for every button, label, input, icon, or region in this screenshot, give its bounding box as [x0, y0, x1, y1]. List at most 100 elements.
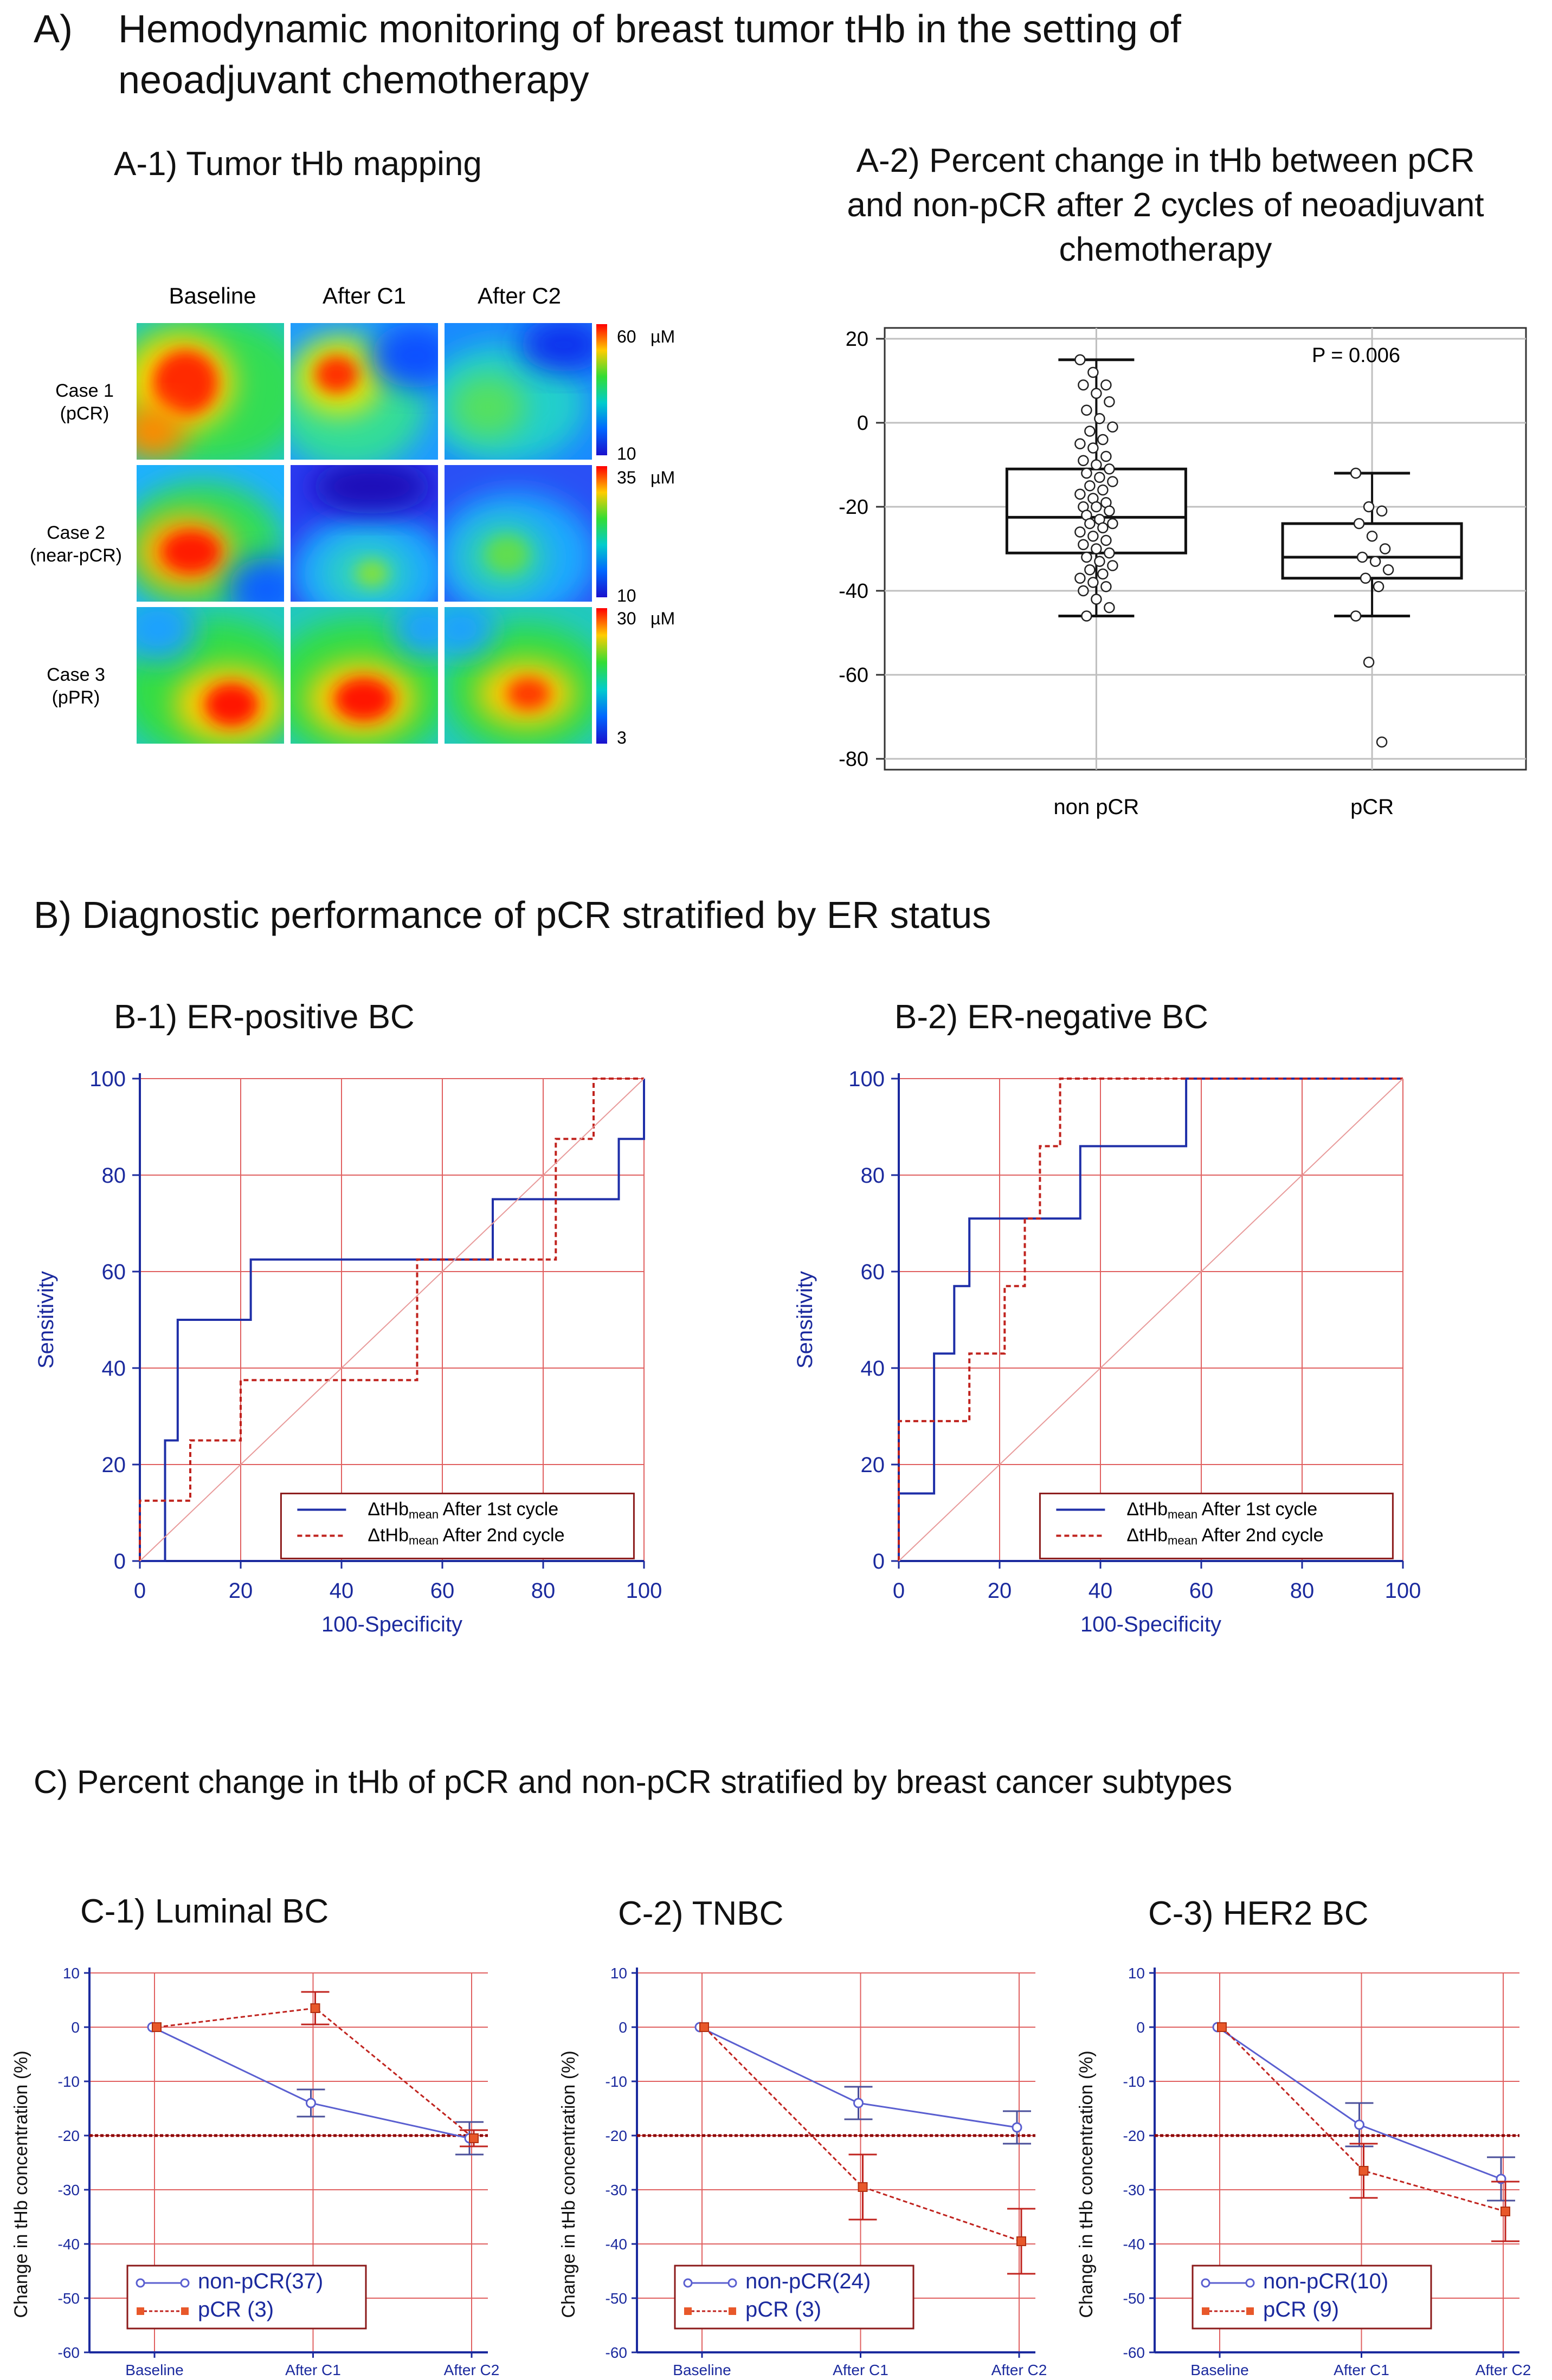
c-marker-nonpcr [1012, 2122, 1022, 2133]
a2-data-point [1107, 518, 1118, 530]
a2-data-point [1091, 594, 1102, 605]
tumor-thb-map: Baseline After C1 After C2 Case 1 (pCR) … [30, 283, 675, 747]
c-y-tick-label: -10 [1123, 2073, 1145, 2090]
b2-title: B-2) ER-negative BC [894, 998, 1208, 1036]
roc-y-tick-label: 0 [873, 1550, 885, 1573]
map-col-baseline: Baseline [169, 283, 256, 308]
scale1-max: 60 [617, 327, 636, 346]
a2-data-point [1078, 585, 1089, 597]
c-legend-label: pCR (3) [745, 2298, 821, 2321]
map-col-after-c1: After C1 [323, 283, 406, 308]
a2-data-point [1104, 463, 1115, 475]
roc-legend-label: ΔtHbmean After 2nd cycle [368, 1525, 564, 1547]
panel-c-title: C) Percent change in tHb of pCR and non-… [34, 1764, 1233, 1800]
a2-data-point [1074, 572, 1086, 584]
c-y-tick-label: -10 [58, 2073, 80, 2090]
a2-data-point [1100, 379, 1112, 391]
a1-title: A-1) Tumor tHb mapping [114, 145, 482, 183]
c-marker-pcr [858, 2182, 868, 2192]
c-legend-marker [136, 2278, 145, 2288]
a2-data-point [1373, 581, 1384, 592]
c-y-tick-label: -30 [1123, 2182, 1145, 2198]
c-y-axis-label: Change in tHb concentration (%) [11, 2050, 31, 2318]
a2-data-point [1097, 484, 1109, 496]
c-y-tick-label: -50 [606, 2290, 627, 2307]
a2-data-point [1078, 455, 1089, 466]
c-y-tick-label: -30 [58, 2182, 80, 2198]
map-tile-case2-after-c1 [291, 465, 438, 602]
c-legend-marker [684, 2307, 692, 2315]
map-tile-case2-baseline [137, 465, 284, 602]
roc-x-tick-label: 60 [430, 1579, 455, 1603]
roc-y-tick-label: 60 [861, 1260, 885, 1284]
c-x-tick-label: Baseline [673, 2362, 731, 2378]
roc-y-tick-label: 60 [102, 1260, 126, 1284]
c-y-tick-label: -60 [606, 2344, 627, 2361]
c-legend-label: non-pCR(24) [745, 2269, 871, 2293]
a2-data-point [1100, 534, 1112, 546]
a2-y-tick-label: -20 [839, 496, 868, 519]
a2-p-value: P = 0.006 [1312, 344, 1400, 367]
a2-data-point [1107, 421, 1118, 433]
a2-title-line1: A-2) Percent change in tHb between pCR [856, 142, 1475, 179]
a2-data-point [1104, 602, 1115, 614]
roc-y-tick-label: 0 [114, 1550, 126, 1573]
roc-legend-label: ΔtHbmean After 1st cycle [1126, 1499, 1317, 1521]
c-marker-pcr [1016, 2236, 1026, 2246]
roc-y-tick-label: 80 [861, 1164, 885, 1188]
a2-data-point [1087, 442, 1099, 454]
c-y-tick-label: 0 [71, 2019, 80, 2036]
c-legend-marker [683, 2278, 693, 2288]
c-legend-marker [1202, 2307, 1209, 2315]
a2-data-point [1091, 388, 1102, 399]
scale2-unit: µM [651, 468, 675, 487]
c-y-tick-label: -50 [1123, 2290, 1145, 2307]
roc-legend-label: ΔtHbmean After 1st cycle [368, 1499, 558, 1521]
roc-series-line [898, 1078, 1403, 1561]
map-row3-label-line1: Case 3 [47, 665, 105, 685]
c3-line-chart: 10 0 -10 -20 -30 -40 -50 -60 Baseline After C1 Aft… [1076, 1965, 1531, 2378]
c-marker-nonpcr [853, 2098, 864, 2108]
c-legend-label: pCR (3) [198, 2298, 274, 2321]
roc-series-line [140, 1079, 645, 1562]
map-row1-label-line1: Case 1 [55, 380, 114, 401]
scale1-unit: µM [651, 327, 675, 346]
roc-x-tick-label: 80 [1290, 1579, 1315, 1603]
a2-y-tick-label: 0 [857, 412, 868, 435]
map-col-after-c2: After C2 [478, 283, 561, 308]
c-legend-label: pCR (9) [1263, 2298, 1339, 2321]
a2-data-point [1074, 438, 1086, 449]
a2-plot-frame [884, 327, 1527, 771]
a2-data-point [1350, 467, 1362, 479]
a2-x-tick-label: non pCR [1053, 795, 1139, 819]
c-marker-pcr [1217, 2022, 1227, 2032]
a2-data-point [1360, 572, 1371, 584]
c2-title: C-2) TNBC [618, 1895, 784, 1932]
a2-data-point [1091, 459, 1102, 470]
c-y-tick-label: -20 [1123, 2127, 1145, 2144]
c-y-tick-label: -20 [58, 2127, 80, 2144]
map-tile-case2-after-c2 [445, 465, 592, 602]
c-y-axis-label: Change in tHb concentration (%) [1076, 2050, 1097, 2318]
a2-data-point [1097, 434, 1109, 446]
roc-legend-box [280, 1492, 635, 1559]
c-legend-marker [180, 2278, 190, 2288]
c-marker-pcr [310, 2003, 320, 2013]
roc-y-axis-label: Sensitivity [34, 1271, 58, 1369]
roc-reference-line [898, 1078, 1403, 1562]
b1-roc-chart: 00 20 20 40 40 60 60 80 80 100 100 100-Specificity S… [34, 1067, 662, 1636]
a2-data-point [1084, 425, 1096, 437]
c-y-tick-label: 0 [619, 2019, 627, 2036]
map-tile-case1-baseline [137, 323, 284, 460]
roc-x-axis-label: 100-Specificity [321, 1613, 462, 1636]
c-y-tick-label: -30 [606, 2182, 627, 2198]
c-series-line [152, 2026, 470, 2139]
roc-y-tick-label: 20 [102, 1453, 126, 1477]
a2-title-line3: chemotherapy [1059, 231, 1272, 268]
a2-data-point [1363, 656, 1375, 668]
c-series-line [156, 2007, 474, 2139]
a2-data-point [1104, 547, 1115, 559]
a2-data-point [1084, 480, 1096, 492]
roc-y-tick-label: 40 [102, 1357, 126, 1381]
map-tile-case3-baseline [137, 607, 284, 744]
